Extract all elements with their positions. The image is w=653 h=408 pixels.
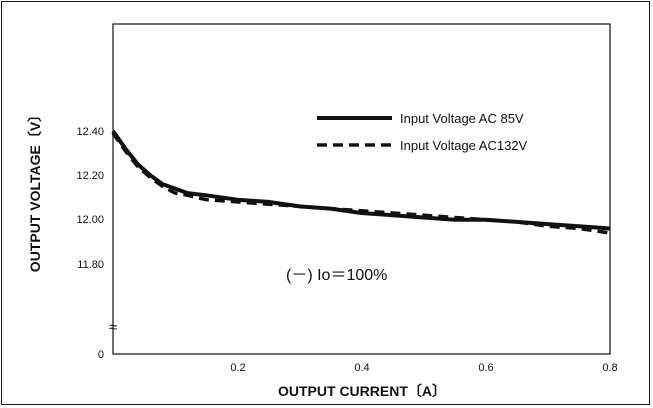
y-tick-label: 12.20: [76, 170, 104, 182]
y-tick-label: 12.40: [76, 126, 104, 138]
x-tick-label: 0.2: [230, 362, 245, 374]
y-axis-title: OUTPUT VOLTAGE〔V〕: [27, 108, 43, 272]
load-annotation: (－) Io＝100%: [286, 267, 387, 284]
y-tick-label: 11.80: [77, 259, 104, 271]
x-axis-title: OUTPUT CURRENT〔A〕: [278, 383, 446, 399]
plot-area: [112, 23, 611, 355]
legend-label-ac132v: Input Voltage AC132V: [400, 138, 528, 153]
series-line-ac132v: [111, 132, 611, 235]
y-axis-break-marker: ≈: [109, 319, 117, 336]
x-tick-label: 0.4: [354, 362, 369, 374]
x-tick-label: 0.6: [478, 362, 493, 374]
legend-label-ac85v: Input Voltage AC 85V: [400, 111, 524, 126]
series-line-ac85v: [111, 129, 611, 231]
x-tick-label: 0.8: [602, 362, 617, 374]
y-tick-label: 12.00: [76, 214, 104, 226]
legend: Input Voltage AC 85V Input Voltage AC132…: [317, 111, 528, 153]
x-axis-ticks: 0.2 0.4 0.6 0.8: [230, 362, 617, 374]
y-axis-ticks: 12.40 12.20 12.00 11.80 0: [76, 126, 104, 361]
y-tick-label: 0: [98, 349, 104, 361]
